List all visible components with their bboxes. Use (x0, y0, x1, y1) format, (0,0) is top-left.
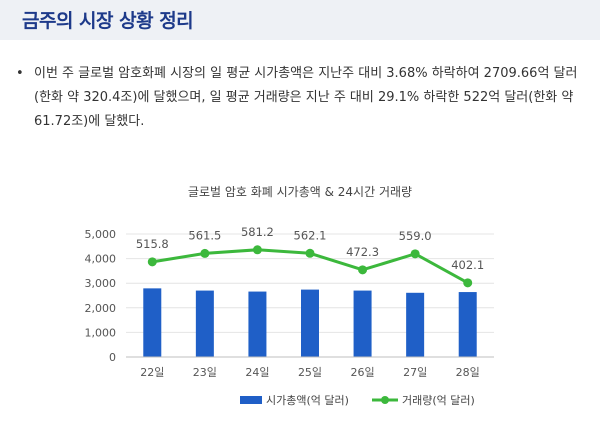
data-label-volume: 561.5 (188, 228, 221, 242)
x-tick-label: 26일 (351, 365, 375, 379)
header-band: 금주의 시장 상황 정리 (0, 0, 600, 40)
point-volume (358, 265, 368, 275)
legend-label-market-cap: 시가총액(억 달러) (266, 394, 349, 407)
y-tick-label: 5,000 (85, 228, 117, 241)
x-tick-label: 24일 (245, 365, 269, 379)
x-tick-label: 28일 (456, 365, 480, 379)
point-volume (463, 278, 473, 288)
point-volume (200, 248, 210, 258)
bar-market-cap (301, 289, 319, 357)
bar-market-cap (195, 290, 214, 357)
data-label-volume: 515.8 (136, 237, 169, 251)
bar-market-cap (143, 288, 162, 357)
data-label-volume: 559.0 (399, 229, 432, 243)
x-tick-label: 22일 (140, 365, 164, 379)
y-tick-label: 2,000 (85, 302, 117, 315)
data-label-volume: 562.1 (294, 228, 327, 242)
point-volume (147, 257, 157, 267)
x-tick-label: 25일 (298, 365, 322, 379)
legend-marker-volume (381, 396, 389, 404)
bullet-icon: • (16, 66, 24, 81)
data-label-volume: 472.3 (346, 245, 379, 259)
y-tick-label: 1,000 (85, 326, 117, 339)
point-volume (410, 249, 420, 259)
bar-market-cap (248, 291, 267, 357)
legend-label-volume: 거래량(억 달러) (402, 394, 475, 407)
y-tick-label: 0 (109, 351, 116, 364)
summary-text: 이번 주 글로벌 암호화폐 시장의 일 평균 시가총액은 지난주 대비 3.68… (34, 66, 578, 129)
legend-swatch-market-cap (240, 396, 262, 404)
data-label-volume: 581.2 (241, 225, 274, 239)
point-volume (305, 248, 315, 258)
y-tick-label: 3,000 (85, 277, 117, 290)
point-volume (252, 245, 262, 255)
chart-title: 글로벌 암호 화폐 시가총액 & 24시간 거래량 (188, 185, 412, 199)
bar-market-cap (406, 292, 425, 357)
bar-market-cap (458, 292, 477, 357)
page-title: 금주의 시장 상황 정리 (22, 10, 194, 32)
data-label-volume: 402.1 (451, 258, 484, 272)
bar-market-cap (353, 290, 372, 357)
y-tick-label: 4,000 (85, 253, 117, 266)
x-tick-label: 27일 (403, 365, 427, 379)
x-tick-label: 23일 (193, 365, 217, 379)
